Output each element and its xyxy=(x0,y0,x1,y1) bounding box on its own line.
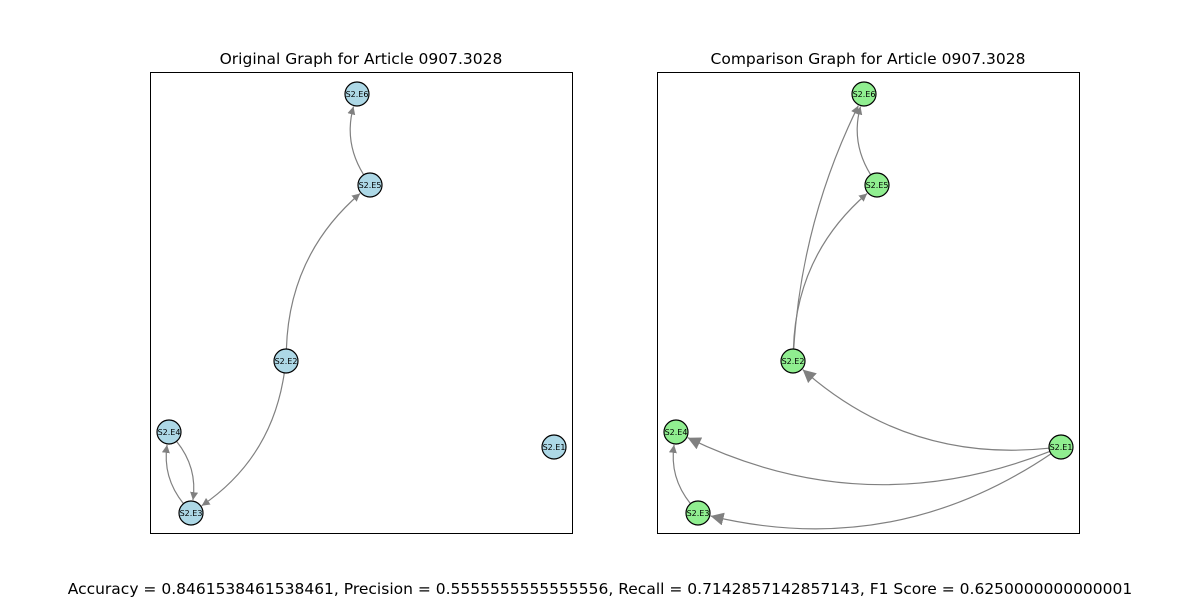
edge-s2-e2-to-s2-e3 xyxy=(201,372,285,507)
node-label: S2.E1 xyxy=(543,443,566,452)
node-label: S2.E1 xyxy=(1050,443,1073,452)
node-label: S2.E2 xyxy=(782,357,805,366)
node-label: S2.E3 xyxy=(687,509,710,518)
node-s2-e2: S2.E2 xyxy=(780,348,806,374)
edge-s2-e2-to-s2-e5 xyxy=(285,193,361,350)
node-s2-e4: S2.E4 xyxy=(663,419,689,445)
edge-s2-e5-to-s2-e6 xyxy=(347,106,365,176)
edge-s2-e2-to-s2-e5 xyxy=(792,193,868,350)
node-s2-e5: S2.E5 xyxy=(357,172,383,198)
original-graph-title: Original Graph for Article 0907.3028 xyxy=(220,50,503,68)
comparison-graph-frame xyxy=(657,72,1080,534)
node-circle xyxy=(357,172,383,198)
node-circle xyxy=(273,348,299,374)
node-circle xyxy=(663,419,689,445)
node-label: S2.E2 xyxy=(275,357,298,366)
original-graph-frame xyxy=(150,72,573,534)
comparison-graph-panel: Comparison Graph for Article 0907.3028 S… xyxy=(657,50,1080,534)
original-graph-panel: Original Graph for Article 0907.3028 S2.… xyxy=(150,50,573,534)
node-s2-e1: S2.E1 xyxy=(1048,434,1074,460)
comparison-graph-nodes: S2.E1 S2.E2 S2.E3 S2.E4 S2.E5 S2.E6 xyxy=(663,81,1074,526)
node-s2-e3: S2.E3 xyxy=(178,500,204,526)
node-s2-e6: S2.E6 xyxy=(344,81,370,107)
edge-s2-e1-to-s2-e4 xyxy=(687,437,1051,486)
node-s2-e5: S2.E5 xyxy=(864,172,890,198)
comparison-graph-title: Comparison Graph for Article 0907.3028 xyxy=(711,50,1026,68)
node-label: S2.E6 xyxy=(346,90,369,99)
node-circle xyxy=(1048,434,1074,460)
edge-s2-e1-to-s2-e3 xyxy=(710,453,1052,530)
edge-s2-e5-to-s2-e6 xyxy=(854,106,872,176)
node-s2-e2: S2.E2 xyxy=(273,348,299,374)
node-s2-e6: S2.E6 xyxy=(851,81,877,107)
node-label: S2.E4 xyxy=(158,428,181,437)
node-label: S2.E3 xyxy=(180,509,203,518)
edge-s2-e3-to-s2-e4 xyxy=(668,444,691,505)
original-graph-nodes: S2.E1 S2.E2 S2.E3 S2.E4 S2.E5 S2.E6 xyxy=(156,81,567,526)
node-s2-e3: S2.E3 xyxy=(685,500,711,526)
node-circle xyxy=(344,81,370,107)
node-label: S2.E6 xyxy=(853,90,876,99)
node-s2-e1: S2.E1 xyxy=(541,434,567,460)
original-graph-edges xyxy=(161,106,365,507)
node-circle xyxy=(156,419,182,445)
metrics-summary: Accuracy = 0.8461538461538461, Precision… xyxy=(68,580,1133,598)
node-circle xyxy=(178,500,204,526)
node-circle xyxy=(780,348,806,374)
node-circle xyxy=(851,81,877,107)
node-s2-e4: S2.E4 xyxy=(156,419,182,445)
node-circle xyxy=(685,500,711,526)
node-circle xyxy=(864,172,890,198)
node-label: S2.E4 xyxy=(665,428,688,437)
node-circle xyxy=(541,434,567,460)
comparison-graph-edges xyxy=(668,105,1052,530)
edge-s2-e1-to-s2-e2 xyxy=(802,369,1050,451)
edge-s2-e4-to-s2-e3 xyxy=(176,440,199,501)
node-label: S2.E5 xyxy=(359,181,382,190)
edge-s2-e3-to-s2-e4 xyxy=(161,444,184,505)
node-label: S2.E5 xyxy=(866,181,889,190)
